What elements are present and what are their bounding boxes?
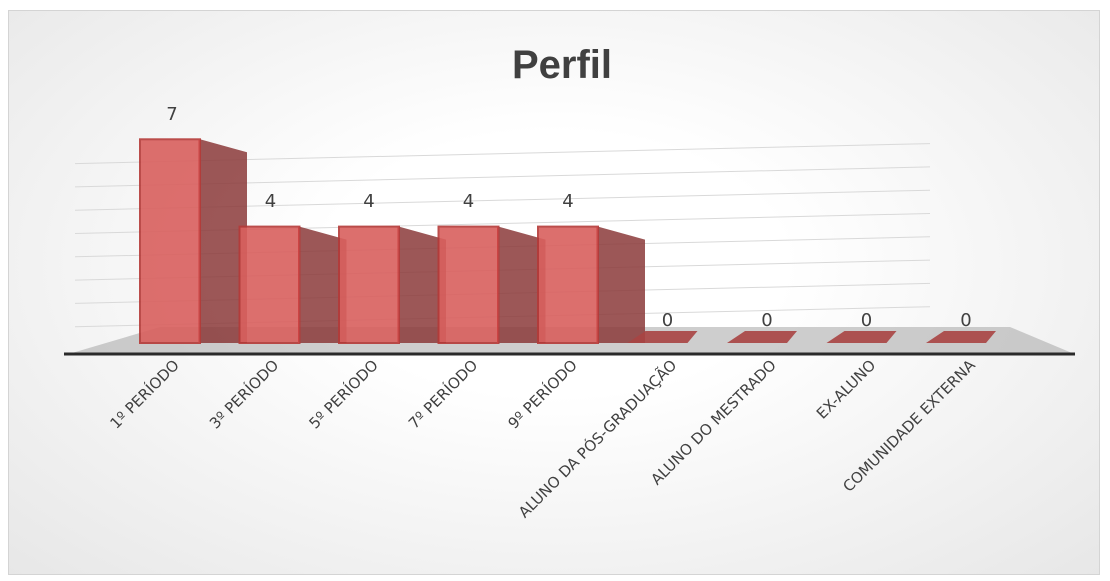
bar-side [498,226,546,343]
x-tick-label: 5º PERÍODO [305,355,382,432]
bar [926,331,996,343]
x-tick-label: 3º PERÍODO [205,355,282,432]
data-label: 0 [662,310,673,331]
bar-side [598,226,645,343]
bar-side [399,226,446,343]
bar [139,138,201,344]
x-tick-label: ALUNO DA PÓS-GRADUAÇÃO [514,355,680,521]
data-label: 0 [960,310,971,331]
bar [627,331,698,343]
data-label: 4 [363,191,374,212]
data-label: 4 [562,191,573,212]
x-tick-label: 7º PERÍODO [404,355,481,432]
data-label: 0 [861,310,872,331]
data-label: 0 [761,310,772,331]
data-label: 4 [463,191,474,212]
bar-side [200,139,247,343]
bar [826,331,897,343]
bar [537,225,599,345]
data-label: 4 [265,191,276,212]
x-tick-label: 1º PERÍODO [106,355,183,432]
x-tick-label: 9º PERÍODO [504,355,581,432]
bar [437,225,500,345]
chart-title: Perfil [512,43,612,87]
bar [727,331,797,343]
x-tick-label: EX-ALUNO [813,356,879,422]
bar [338,225,400,345]
bar-side [299,226,347,343]
bar [238,225,301,345]
data-label: 7 [166,104,177,125]
